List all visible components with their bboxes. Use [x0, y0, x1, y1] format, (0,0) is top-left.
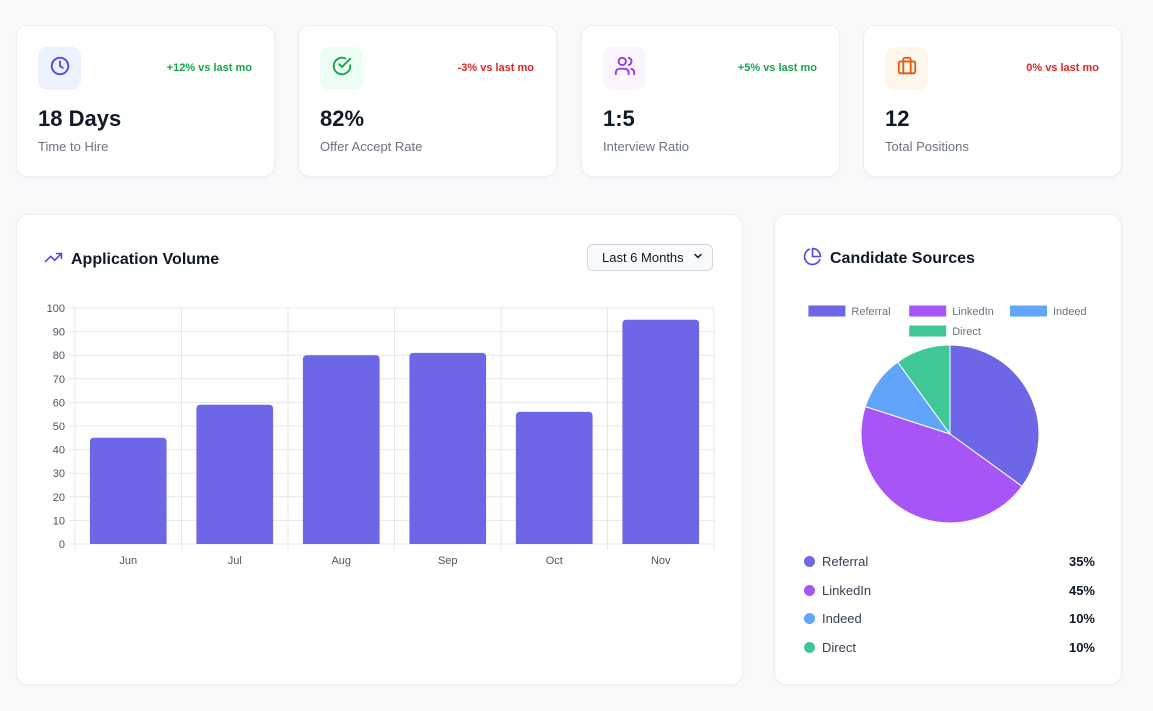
source-color-dot	[804, 612, 815, 624]
source-percent: 35%	[1068, 553, 1095, 569]
kpi-icon-box	[320, 47, 363, 90]
source-color-dot	[804, 584, 815, 596]
bar-oct[interactable]	[515, 411, 593, 544]
pie-legend-label[interactable]: Referral	[851, 306, 890, 318]
source-row-linkedin: LinkedIn 45%	[804, 581, 1095, 599]
kpi-icon-box	[603, 47, 646, 90]
bar-sep[interactable]	[409, 352, 487, 544]
pie-slice-referral[interactable]	[949, 344, 1040, 488]
application-volume-header: Application Volume	[44, 248, 219, 272]
kpi-label: Offer Accept Rate	[320, 139, 423, 154]
x-tick-label: Aug	[331, 555, 351, 567]
kpi-card-offer-accept-rate: -3% vs last mo 82% Offer Accept Rate	[298, 25, 557, 177]
application-volume-bar-chart: 0 10 20 30 40 50 60 70 80 90 100 Jun Jul Aug Sep Oct Nov	[47, 303, 715, 567]
y-tick-label: 90	[53, 327, 65, 339]
kpi-icon-box	[38, 47, 81, 90]
source-color-dot	[804, 555, 815, 567]
y-tick-label: 100	[47, 303, 65, 315]
x-tick-label: Sep	[438, 555, 458, 567]
kpi-label: Interview Ratio	[603, 139, 689, 154]
y-tick-label: 80	[53, 350, 65, 362]
candidate-sources-title: Candidate Sources	[830, 250, 975, 267]
kpi-value: 1:5	[603, 106, 635, 131]
briefcase-icon	[896, 55, 918, 82]
pie-chart-icon	[803, 247, 822, 271]
y-tick-label: 40	[53, 445, 65, 457]
source-row-referral: Referral 35%	[804, 552, 1095, 570]
bar-jul[interactable]	[196, 404, 274, 544]
source-percent: 10%	[1068, 639, 1095, 655]
pie-legend-label[interactable]: Indeed	[1053, 306, 1087, 318]
y-tick-label: 10	[53, 515, 65, 527]
pie-slice-linkedin[interactable]	[860, 405, 1023, 524]
source-name: LinkedIn	[822, 582, 872, 598]
source-row-indeed: Indeed 10%	[804, 609, 1095, 627]
kpi-value: 18 Days	[38, 106, 122, 131]
clock-icon	[49, 55, 71, 82]
application-volume-title: Application Volume	[71, 251, 220, 268]
source-name: Referral	[822, 553, 869, 569]
source-name: Direct	[822, 639, 856, 655]
kpi-label: Total Positions	[885, 139, 969, 154]
source-name: Indeed	[822, 610, 862, 626]
application-volume-card: Application Volume Last 6 Months 0 10 20 30…	[16, 214, 743, 685]
chevron-down-icon	[692, 250, 704, 265]
y-tick-label: 30	[53, 468, 65, 480]
kpi-card-time-to-hire: +12% vs last mo 18 Days Time to Hire	[16, 25, 275, 177]
kpi-value: 82%	[320, 106, 365, 131]
bar-jun[interactable]	[89, 437, 167, 544]
y-tick-label: 0	[59, 539, 65, 551]
check-circle-icon	[331, 55, 353, 82]
period-select-value: Last 6 Months	[602, 250, 684, 265]
kpi-trend: +12% vs last mo	[166, 62, 252, 74]
trending-up-icon	[44, 248, 63, 272]
y-tick-label: 20	[53, 492, 65, 504]
period-select[interactable]: Last 6 Months	[587, 244, 713, 271]
y-tick-label: 70	[53, 374, 65, 386]
users-icon	[614, 55, 636, 82]
candidate-sources-pie-chart: Referral LinkedIn Indeed Direct	[808, 305, 1087, 524]
source-percent: 45%	[1068, 582, 1095, 598]
x-tick-label: Jul	[228, 555, 242, 567]
source-color-dot	[804, 641, 815, 653]
pie-legend-swatch-linkedin[interactable]	[909, 305, 947, 317]
kpi-icon-box	[885, 47, 928, 90]
pie-legend-swatch-indeed[interactable]	[1010, 305, 1047, 317]
kpi-trend: +5% vs last mo	[737, 62, 817, 74]
bar-aug[interactable]	[302, 355, 380, 544]
kpi-card-total-positions: 0% vs last mo 12 Total Positions	[863, 25, 1122, 177]
kpi-card-interview-ratio: +5% vs last mo 1:5 Interview Ratio	[581, 25, 840, 177]
candidate-sources-card: Candidate Sources Referral LinkedIn Indeed…	[774, 214, 1122, 685]
y-tick-label: 50	[53, 421, 65, 433]
y-tick-label: 60	[53, 397, 65, 409]
x-tick-label: Oct	[546, 555, 563, 567]
pie-legend-swatch-direct[interactable]	[909, 325, 947, 337]
x-tick-label: Jun	[119, 555, 137, 567]
pie-legend-label[interactable]: Direct	[952, 326, 981, 338]
source-row-direct: Direct 10%	[804, 638, 1095, 656]
x-tick-label: Nov	[651, 555, 671, 567]
kpi-trend: 0% vs last mo	[1026, 62, 1099, 74]
kpi-label: Time to Hire	[38, 139, 109, 154]
source-percent: 10%	[1068, 610, 1095, 626]
pie-slice-direct[interactable]	[896, 344, 951, 436]
pie-legend-label[interactable]: LinkedIn	[952, 306, 994, 318]
pie-legend-swatch-referral[interactable]	[808, 305, 846, 317]
bar-nov[interactable]	[622, 319, 700, 544]
kpi-trend: -3% vs last mo	[457, 62, 534, 74]
kpi-value: 12	[885, 106, 910, 131]
candidate-sources-header: Candidate Sources	[803, 247, 975, 271]
